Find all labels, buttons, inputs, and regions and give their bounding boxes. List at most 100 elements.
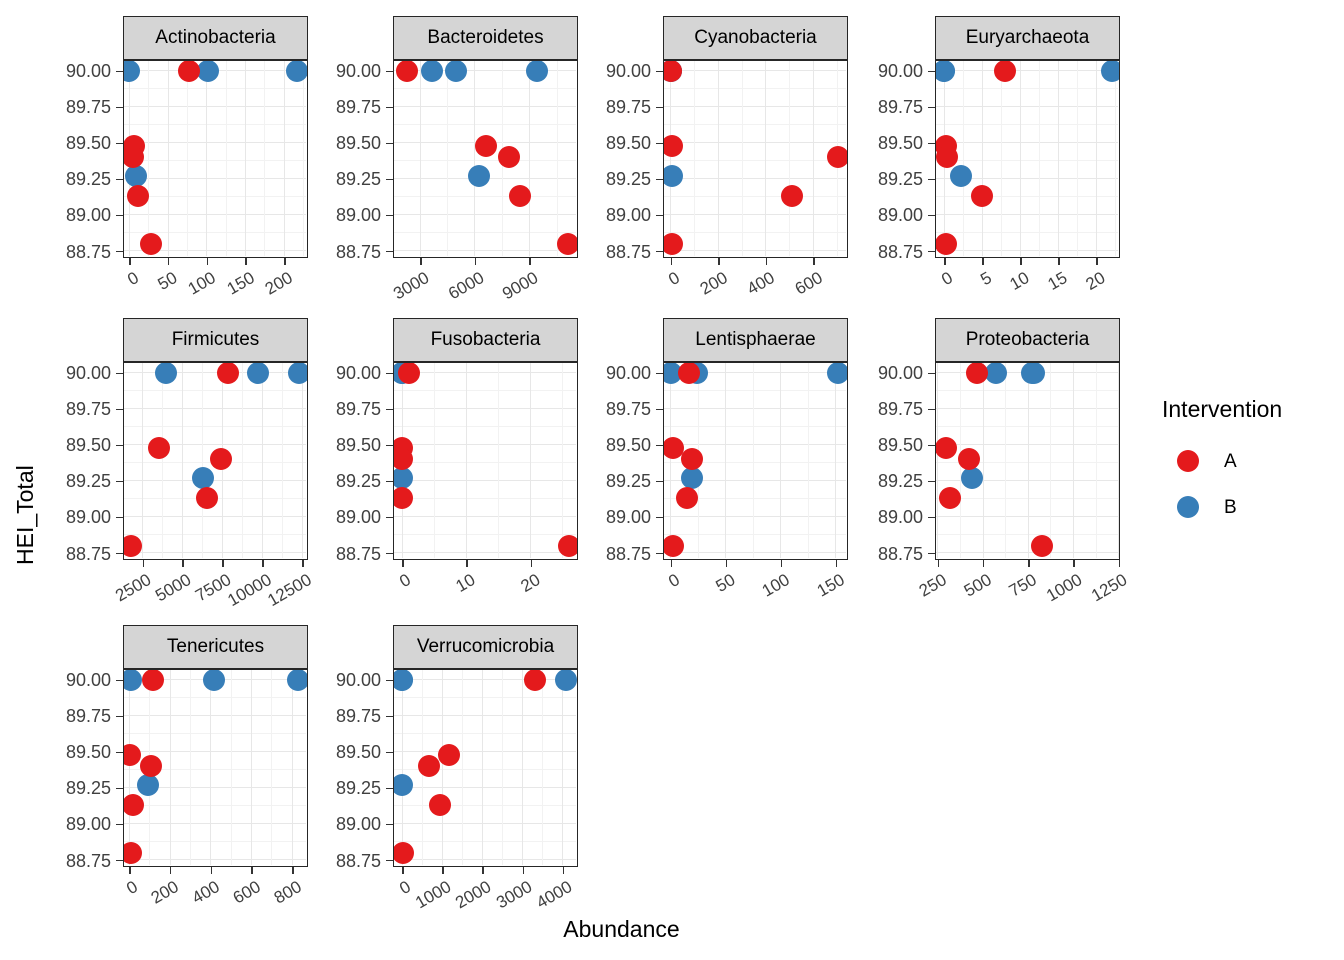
y-tick-label: 88.75 [65,241,111,262]
gridline [124,480,306,482]
data-point-a [780,185,803,208]
gridline [664,232,846,234]
gridline [937,363,939,558]
x-tick-mark [466,560,468,567]
facet-panel [393,669,578,867]
gridline [562,670,564,865]
x-tick-mark [206,258,209,265]
x-tick-mark [765,258,768,265]
y-tick-mark [656,480,663,483]
data-point-b [394,773,414,796]
y-tick-mark [656,516,663,519]
data-point-a [139,755,162,778]
x-tick-label-text: 1000 [412,877,455,913]
y-tick-mark [386,214,393,217]
facet-strip: Lentisphaerae [663,318,848,362]
gridline [936,124,1118,126]
gridline [1115,61,1117,256]
gridline [981,61,983,256]
y-tick-mark [928,516,935,519]
y-tick-label: 89.50 [65,435,111,456]
x-tick-label-text: 2000 [452,877,495,913]
data-point-a [148,436,171,459]
y-tick-label: 88.75 [335,850,381,871]
facet-panel [123,669,308,867]
y-tick-label: 89.50 [605,435,651,456]
y-tick-label: 90.00 [877,61,923,82]
gridline [124,214,306,216]
legend-title: Intervention [1162,396,1283,422]
gridline [466,363,468,558]
y-tick-mark [116,823,123,826]
y-tick-mark [116,70,123,73]
y-tick-mark [116,859,123,862]
gridline [394,232,576,234]
x-tick-mark [1096,258,1098,265]
y-tick-label: 89.00 [605,205,651,226]
y-tick-label: 89.00 [335,205,381,226]
gridline [394,408,576,410]
x-tick-mark [562,867,565,874]
y-tick-mark [928,480,935,483]
x-tick-label-text: 750 [1006,570,1041,601]
data-point-b [827,363,847,384]
data-point-a [429,794,452,817]
y-tick-label: 89.75 [335,706,381,727]
y-tick-mark [386,70,393,73]
y-tick-label: 90.00 [65,670,111,691]
y-tick-mark [656,70,663,73]
x-tick-mark [262,560,265,567]
gridline [664,70,846,72]
y-tick-mark [116,787,123,790]
gridline [502,670,504,865]
gridline [936,160,1118,162]
y-tick-mark [928,444,935,447]
gridline [394,426,576,428]
x-tick-label-text: 10 [1006,268,1033,294]
facet-strip-label: Fusobacteria [430,329,541,350]
gridline [394,841,576,843]
y-tick-label: 89.25 [877,471,923,492]
x-tick-mark [182,560,185,567]
data-point-b [445,61,468,82]
y-tick-mark [386,516,393,519]
gridline [148,61,150,256]
y-tick-mark [116,751,123,754]
data-point-a [664,436,684,459]
y-tick-label: 89.00 [605,507,651,528]
x-tick-label-text: 15 [1044,268,1071,294]
facet-strip-label: Actinobacteria [155,27,276,48]
y-tick-label: 88.75 [605,241,651,262]
y-tick-mark [116,715,123,718]
y-tick-mark [116,408,123,411]
data-point-a [556,232,577,255]
x-tick-label-text: 12500 [264,570,315,611]
x-tick-label-text: 150 [223,268,258,299]
gridline [522,670,524,865]
gridline [124,787,306,789]
data-point-b [203,670,226,691]
data-point-a [524,670,547,691]
data-point-a [394,448,414,471]
x-tick-label-text: 100 [758,570,793,601]
data-point-a [676,487,699,510]
facet-strip-label: Cyanobacteria [694,27,817,48]
gridline [462,670,464,865]
y-tick-label: 89.50 [335,742,381,763]
y-tick-label: 90.00 [335,61,381,82]
gridline [670,363,672,558]
facet-panel [393,60,578,258]
y-tick-mark [928,70,935,73]
gridline [780,363,782,558]
x-tick-mark [482,867,484,874]
gridline [394,444,576,446]
gridline [936,462,1118,464]
x-tick-mark [670,560,673,567]
gridline [664,178,846,180]
gridline [124,408,306,410]
gridline [664,214,846,216]
gridline [789,61,791,256]
x-tick-label-text: 200 [148,877,183,908]
gridline [282,363,284,558]
gridline [302,61,304,256]
